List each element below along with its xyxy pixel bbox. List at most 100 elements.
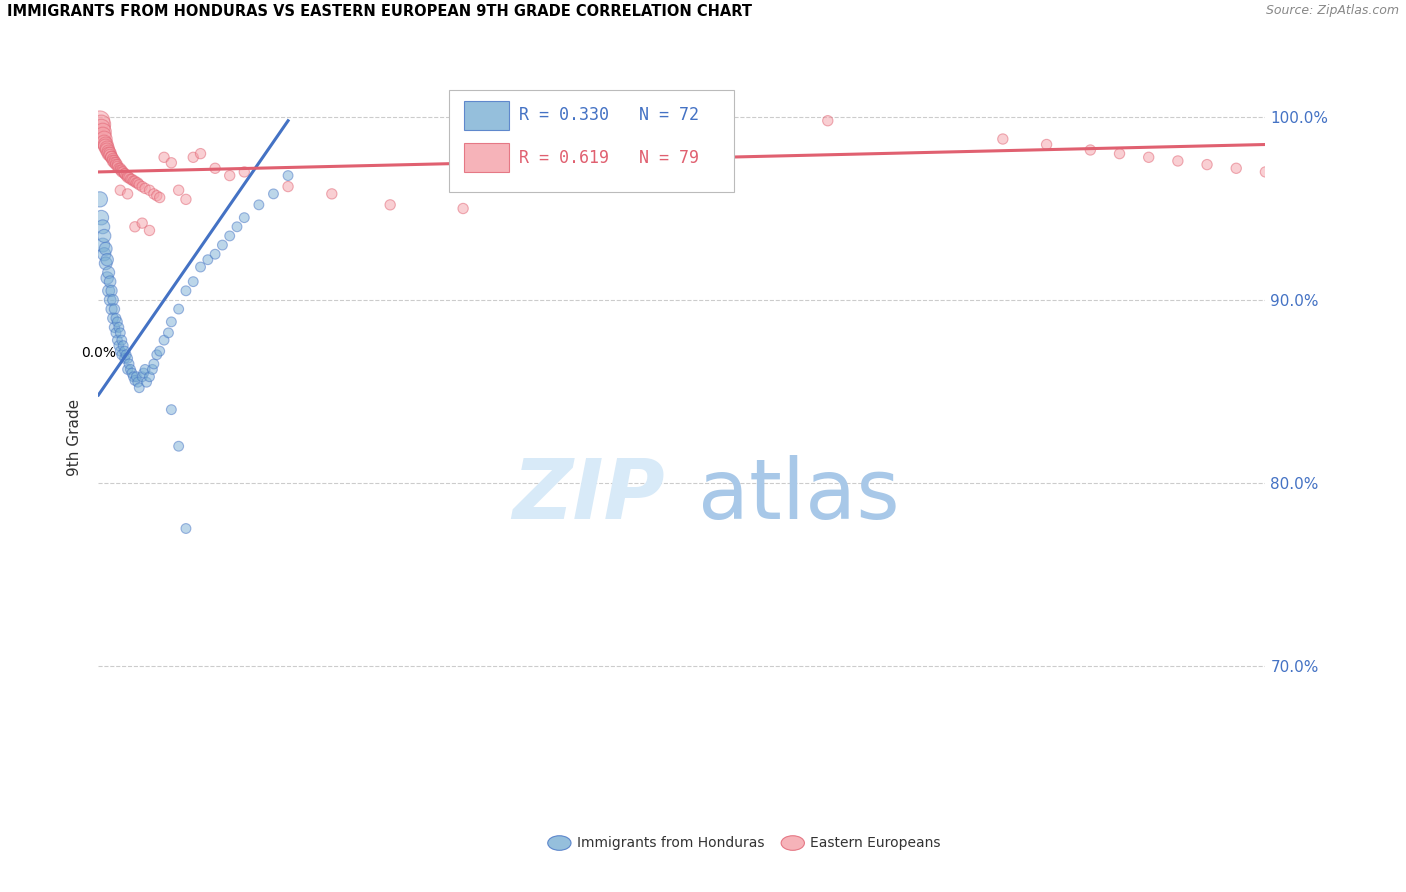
Point (117, 169, 139, 183)
Point (190, 260, 212, 274)
Point (114, 344, 136, 359)
Point (122, 174, 145, 188)
Point (121, 172, 143, 186)
Point (112, 165, 135, 179)
Point (146, 188, 169, 202)
Point (1108, 146, 1130, 161)
Point (1035, 137, 1057, 152)
Point (114, 351, 136, 366)
Point (101, 153, 124, 168)
Point (125, 176, 148, 190)
Point (101, 152, 124, 166)
Point (111, 348, 134, 362)
Point (104, 158, 127, 172)
Point (277, 179, 299, 194)
Point (117, 351, 139, 366)
Point (247, 198, 270, 212)
Text: Immigrants from Honduras: Immigrants from Honduras (576, 836, 765, 850)
Point (174, 284, 197, 298)
Point (153, 150, 176, 164)
Point (174, 521, 197, 535)
Point (124, 219, 146, 234)
Point (181, 150, 204, 164)
Y-axis label: 9th Grade: 9th Grade (67, 399, 83, 475)
Point (115, 169, 138, 183)
Point (211, 238, 233, 252)
Point (131, 369, 153, 384)
Point (97, 265, 120, 279)
Point (104, 155, 127, 169)
Point (90, 117, 112, 131)
Point (138, 369, 160, 384)
Point (153, 333, 176, 347)
Point (991, 132, 1014, 146)
Point (91, 125, 114, 139)
Point (93, 132, 115, 146)
Point (1137, 150, 1160, 164)
Point (204, 247, 226, 261)
Point (135, 375, 157, 389)
Point (174, 192, 197, 206)
Point (108, 338, 131, 352)
Point (127, 375, 149, 389)
Point (1195, 158, 1218, 172)
Point (97, 145, 120, 159)
Point (89, 192, 111, 206)
Text: R = 0.330   N = 72: R = 0.330 N = 72 (519, 106, 699, 124)
Text: 0.0%: 0.0% (82, 345, 115, 359)
Point (118, 357, 141, 371)
Point (167, 439, 190, 453)
Text: Source: ZipAtlas.com: Source: ZipAtlas.com (1265, 4, 1399, 18)
Point (125, 369, 148, 384)
Point (97, 284, 120, 298)
Point (110, 163, 132, 178)
Point (114, 167, 136, 181)
Point (108, 161, 131, 176)
Point (131, 179, 153, 194)
Point (108, 320, 131, 334)
Point (120, 172, 142, 186)
Point (1167, 153, 1189, 168)
Point (124, 373, 146, 387)
Point (128, 178, 150, 192)
Point (190, 146, 212, 161)
Point (103, 320, 125, 334)
Point (146, 348, 169, 362)
Point (451, 202, 474, 216)
Point (160, 315, 183, 329)
Point (277, 169, 299, 183)
Point (98, 148, 121, 162)
Point (1080, 143, 1102, 157)
Point (122, 369, 145, 384)
Point (105, 158, 128, 172)
Point (100, 150, 122, 164)
Point (105, 315, 128, 329)
Point (115, 348, 138, 362)
Point (378, 198, 402, 212)
Point (321, 186, 343, 201)
Point (157, 326, 180, 340)
Point (598, 146, 620, 161)
Point (1225, 161, 1247, 176)
Point (93, 247, 115, 261)
Point (90, 121, 112, 136)
Point (103, 155, 125, 169)
Point (817, 113, 839, 128)
Point (204, 161, 226, 176)
Point (132, 366, 155, 380)
Point (134, 362, 156, 376)
Point (233, 165, 256, 179)
Point (112, 338, 135, 352)
Point (233, 211, 256, 225)
Point (94, 139, 117, 153)
Point (101, 293, 124, 307)
Point (105, 333, 128, 347)
Point (121, 366, 143, 380)
Point (114, 167, 136, 181)
Point (103, 153, 125, 168)
FancyBboxPatch shape (464, 143, 509, 171)
Point (94, 256, 117, 270)
Point (96, 141, 118, 155)
Text: atlas: atlas (697, 455, 900, 536)
Point (120, 362, 142, 376)
